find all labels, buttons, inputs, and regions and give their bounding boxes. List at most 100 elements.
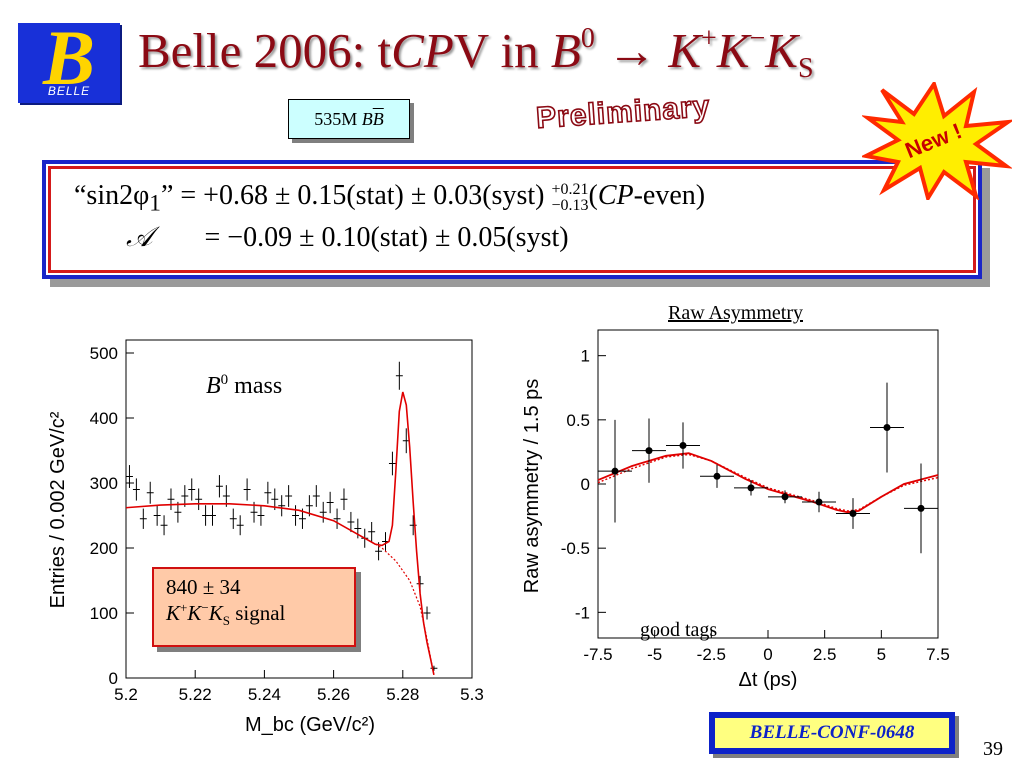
sig-k1-sup: + <box>180 600 188 615</box>
sample-bbar: B <box>372 109 384 129</box>
cp-italic: CP <box>597 180 634 211</box>
y-tick-label: 0.5 <box>566 411 590 430</box>
x-tick-label: -7.5 <box>583 645 612 664</box>
x-tick-label: 5.28 <box>386 685 419 704</box>
mbc-x-ticks: 5.2 5.22 5.24 5.26 5.28 5.3 <box>114 670 484 704</box>
asym-fit-dashed-line <box>597 453 939 512</box>
y-tick-label: 1 <box>581 347 590 366</box>
data-point <box>917 504 925 512</box>
title-cp: CP <box>391 23 454 78</box>
slide-title: Belle 2006: tCPV in B0 → K+K−KS <box>138 22 814 85</box>
data-point <box>781 493 789 501</box>
x-tick-label: 5 <box>877 645 886 664</box>
asym-x-ticks: -7.5 -5 -2.5 0 2.5 5 7.5 <box>583 630 950 664</box>
sample-size-box: 535M BB <box>288 99 410 139</box>
cp-open: ( <box>588 180 598 211</box>
asym-y-ticks: -1 -0.5 0 0.5 1 <box>561 347 606 622</box>
page-number: 39 <box>983 738 1003 760</box>
mbc-xlabel: M_bc (GeV/c²) <box>245 714 375 736</box>
mass-rest: mass <box>228 373 283 399</box>
y-tick-label: 100 <box>90 604 118 623</box>
preliminary-label: Preliminary <box>534 89 712 136</box>
sig-k3: K <box>208 601 223 625</box>
logo-letter: B <box>42 14 96 101</box>
title-k2-sup: − <box>749 23 766 54</box>
syst-up: +0.21 <box>551 180 589 198</box>
title-arrow: → <box>594 23 669 78</box>
sin-label: “sin2φ <box>74 180 150 211</box>
x-tick-label: -2.5 <box>697 645 726 664</box>
mbc-plot: 5.2 5.22 5.24 5.26 5.28 5.3 0100200300400500 … <box>47 339 484 736</box>
title-b: B <box>550 23 581 78</box>
signal-yield: 840 ± 34 <box>166 575 241 599</box>
sample-count: 535M <box>314 109 362 129</box>
data-point <box>815 498 823 506</box>
b0-mass-label: B0 mass <box>206 372 282 400</box>
data-point <box>679 442 687 449</box>
sig-word: signal <box>229 601 286 625</box>
x-tick-label: -5 <box>647 645 662 664</box>
logo-name: BELLE <box>47 84 91 98</box>
title-k3: K <box>765 23 798 78</box>
mbc-y-ticks: 0 100 200 300 400 500 <box>90 344 134 688</box>
x-tick-label: 0 <box>763 645 772 664</box>
sig-k2: K <box>187 601 202 625</box>
x-tick-label: 5.22 <box>179 685 212 704</box>
syst-asym: +0.21 −0.13 <box>551 180 589 214</box>
x-tick-label: 5.3 <box>460 685 484 704</box>
asym-xlabel: Δt (ps) <box>739 669 798 691</box>
mbc-fit-line <box>125 391 435 675</box>
x-tick-label: 5.24 <box>248 685 281 704</box>
x-tick-label: 5.26 <box>317 685 350 704</box>
a-result: 𝒜 = −0.09 ± 0.10(stat) ± 0.05(syst) <box>74 222 569 254</box>
y-tick-label: 500 <box>90 344 118 363</box>
title-prefix: Belle 2006: t <box>138 23 392 78</box>
asym-ylabel: Raw asymmetry / 1.5 ps <box>521 379 543 594</box>
title-v-in: V in <box>453 23 551 78</box>
y-tick-label: 300 <box>90 474 118 493</box>
mbc-frame <box>125 339 473 679</box>
y-tick-label: 200 <box>90 539 118 558</box>
x-tick-label: 5.2 <box>114 685 138 704</box>
asym-frame <box>597 329 939 639</box>
mbc-background-line <box>367 539 435 675</box>
data-point <box>713 472 721 480</box>
title-k3-sub: S <box>797 53 814 84</box>
a-value: = −0.09 ± 0.10(stat) ± 0.05(syst) <box>204 222 569 253</box>
data-point <box>645 447 653 455</box>
y-tick-label: -1 <box>575 603 590 622</box>
cp-even: -even) <box>633 180 706 211</box>
new-badge: New ! <box>862 82 1012 200</box>
signal-decay: K+K−KS signal <box>166 600 342 629</box>
title-k1: K <box>668 23 702 78</box>
a-symbol: 𝒜 <box>126 222 153 253</box>
data-point <box>611 467 619 475</box>
sin-label-close: ” <box>160 180 174 211</box>
y-tick-label: 400 <box>90 409 118 428</box>
mbc-ylabel: Entries / 0.002 GeV/c² <box>47 411 69 608</box>
data-point <box>747 484 755 492</box>
x-tick-label: 7.5 <box>926 645 950 664</box>
title-k2: K <box>716 23 750 78</box>
title-b-sup: 0 <box>580 23 595 54</box>
sample-b: B <box>361 109 373 129</box>
conf-ref: BELLE-CONF-0648 <box>715 718 949 748</box>
sig-k2-sup: − <box>201 600 209 615</box>
y-tick-label: -0.5 <box>561 539 590 558</box>
sin-sub: 1 <box>149 190 161 217</box>
raw-asymmetry-title: Raw Asymmetry <box>668 302 803 324</box>
title-k1-sup: + <box>701 23 717 54</box>
data-point <box>883 424 891 432</box>
asym-points <box>598 382 938 554</box>
y-tick-label: 0 <box>581 475 590 494</box>
results-box: “sin2φ1” = +0.68 ± 0.15(stat) ± 0.03(sys… <box>42 160 982 279</box>
x-tick-label: 2.5 <box>813 645 837 664</box>
mbc-points <box>126 361 438 671</box>
sin2phi1-result: “sin2φ1” = +0.68 ± 0.15(stat) ± 0.03(sys… <box>74 180 705 218</box>
signal-yield-box: 840 ± 34 K+K−KS signal <box>152 567 356 647</box>
syst-down: −0.13 <box>551 196 589 214</box>
good-tags-label: good tags <box>640 619 718 641</box>
asym-plot: -7.5 -5 -2.5 0 2.5 5 7.5 -1 -0.5 0 0.5 1 Δt (ps) R… <box>521 329 950 691</box>
data-point <box>849 510 857 518</box>
sig-k3-sub: S <box>222 613 230 629</box>
